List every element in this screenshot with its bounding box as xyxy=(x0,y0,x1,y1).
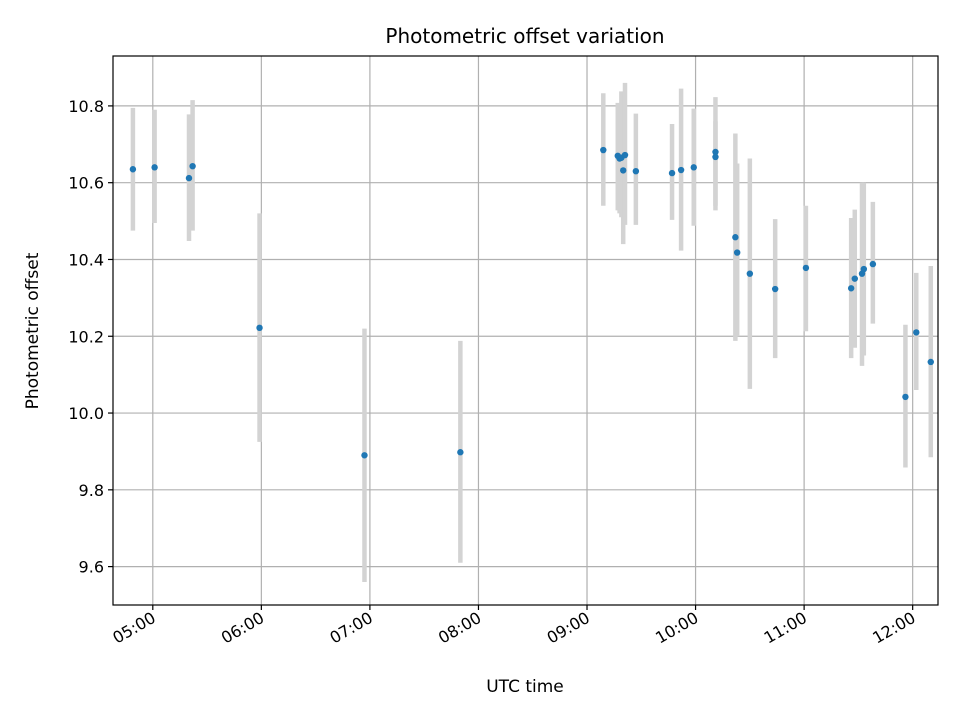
data-point xyxy=(733,249,741,256)
data-point xyxy=(927,358,934,366)
data-point xyxy=(847,285,855,292)
x-tick-label: 10:00 xyxy=(652,608,701,648)
y-tick-label: 9.8 xyxy=(79,481,104,500)
x-tick-label: 06:00 xyxy=(218,608,267,648)
data-point xyxy=(677,166,685,174)
data-point xyxy=(869,260,877,268)
grid xyxy=(113,56,938,605)
data-point xyxy=(851,275,858,282)
data-point xyxy=(712,153,719,161)
data-point xyxy=(668,169,676,177)
data-point xyxy=(600,146,607,154)
y-tick-label: 10.2 xyxy=(68,327,104,346)
data-point xyxy=(129,166,137,173)
data-point xyxy=(746,270,754,277)
y-tick-label: 10.0 xyxy=(68,404,104,423)
x-tick-label: 07:00 xyxy=(326,608,375,648)
data-point xyxy=(913,329,920,336)
data-points xyxy=(129,146,934,459)
data-point xyxy=(189,162,196,170)
data-point xyxy=(771,285,779,293)
data-point xyxy=(712,148,719,156)
y-tick-label: 10.4 xyxy=(68,250,104,269)
data-point xyxy=(256,324,263,332)
x-tick-label: 09:00 xyxy=(544,608,593,648)
error-bars xyxy=(130,82,934,582)
y-tick-label: 9.6 xyxy=(79,558,104,577)
data-point xyxy=(902,393,909,401)
data-point xyxy=(185,174,193,182)
data-point xyxy=(619,167,627,174)
x-tick-label: 08:00 xyxy=(435,608,484,648)
y-tick-label: 10.6 xyxy=(68,174,104,193)
data-point xyxy=(632,167,640,175)
x-tick-label: 05:00 xyxy=(109,608,158,648)
data-point xyxy=(621,151,629,159)
data-point xyxy=(151,164,158,171)
data-point xyxy=(457,449,464,456)
y-axis-title: Photometric offset xyxy=(23,252,43,409)
x-axis-title: UTC time xyxy=(486,677,564,697)
data-point xyxy=(690,164,697,171)
y-tick-label: 10.8 xyxy=(68,97,104,116)
data-point xyxy=(361,452,368,459)
x-tick-label: 11:00 xyxy=(761,608,810,648)
data-point xyxy=(802,264,810,272)
x-tick-label: 12:00 xyxy=(869,608,918,648)
plot-frame xyxy=(112,55,939,606)
data-point xyxy=(732,234,739,241)
axis-ticks: 05:00 06:00 07:00 08:00 09:00 10:00 11:00 12:00… xyxy=(68,97,918,648)
data-point xyxy=(860,265,868,273)
chart-title: Photometric offset variation xyxy=(385,24,664,48)
